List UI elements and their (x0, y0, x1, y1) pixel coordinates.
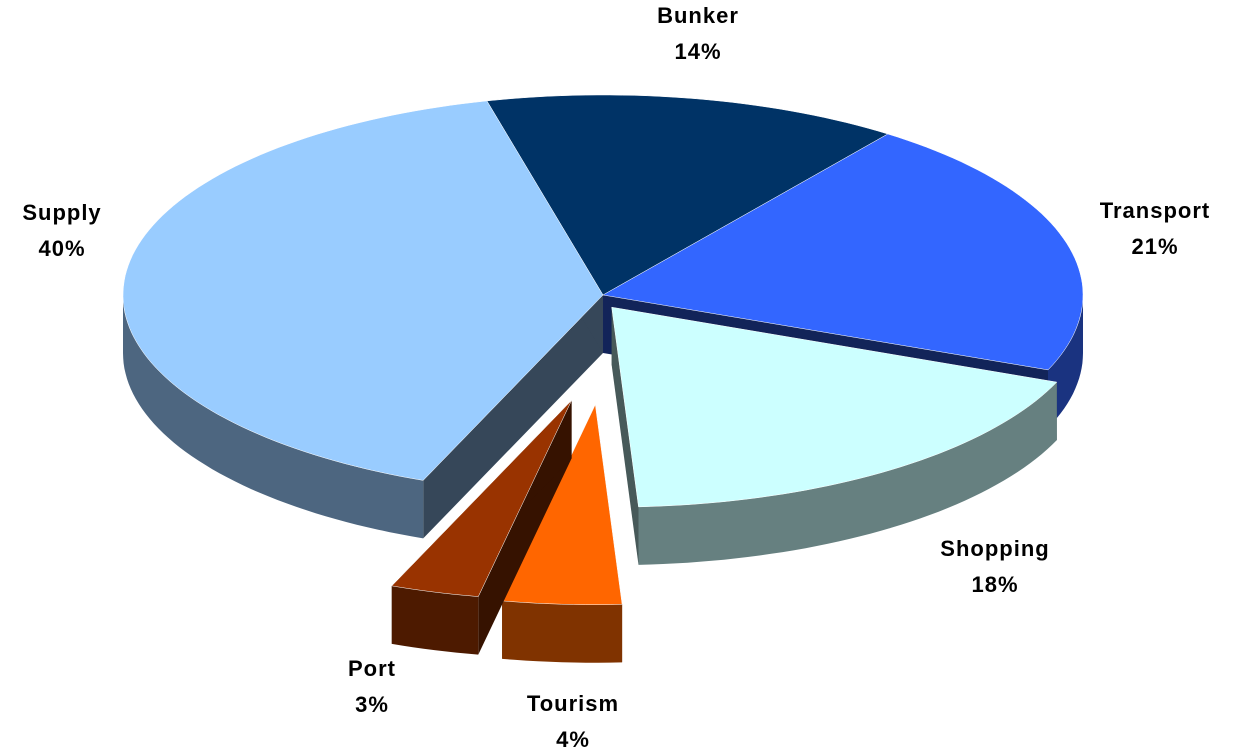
category-label: Bunker (657, 3, 739, 28)
value-label: 40% (38, 236, 85, 261)
slice (122, 100, 604, 481)
slice-wall (391, 585, 479, 655)
slice (486, 94, 889, 296)
category-label: Tourism (527, 691, 619, 716)
value-label: 18% (971, 572, 1018, 597)
slice-wall (123, 295, 424, 539)
value-label: 3% (355, 692, 389, 717)
slice (391, 400, 572, 597)
value-label: 4% (556, 727, 590, 752)
category-label: Supply (22, 200, 101, 225)
slice (602, 133, 1084, 371)
category-label: Port (348, 656, 396, 681)
category-label: Transport (1100, 198, 1210, 223)
value-label: 21% (1131, 234, 1178, 259)
slice (501, 403, 623, 605)
slice (611, 306, 1058, 508)
slice-wall (502, 600, 623, 663)
slice-wall (638, 382, 1057, 565)
slice-side (611, 307, 639, 565)
value-label: 14% (674, 39, 721, 64)
slice-side (423, 295, 603, 539)
category-label: Shopping (940, 536, 1049, 561)
